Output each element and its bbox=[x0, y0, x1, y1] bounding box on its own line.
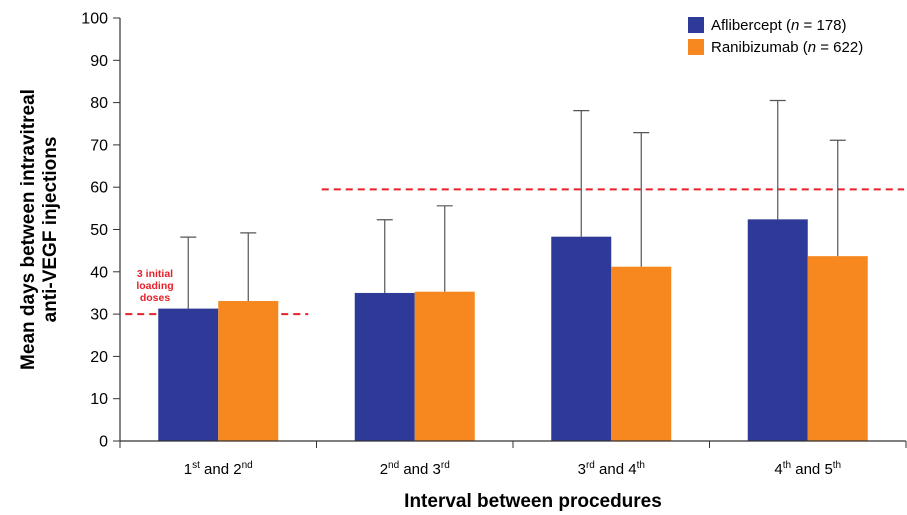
y-tick-label: 50 bbox=[90, 222, 108, 239]
category-labels: 1st and 2nd 2nd and 3rd 3rd and 4th 4th and… bbox=[184, 460, 841, 478]
y-axis-title-text: Mean days between intravitrealanti-VEGF … bbox=[18, 89, 61, 370]
y-tick-label: 70 bbox=[90, 137, 108, 154]
reference-lines bbox=[125, 188, 904, 316]
y-tick-label: 60 bbox=[90, 180, 108, 197]
y-tick-label: 90 bbox=[90, 53, 108, 70]
bar-ranibizumab bbox=[807, 256, 868, 441]
y-tick-label: 10 bbox=[90, 391, 108, 408]
bar-aflibercept bbox=[551, 236, 612, 441]
category-label: 4th and 5th bbox=[774, 460, 841, 478]
legend: Aflibercept (n = 178) Ranibizumab (n = 62… bbox=[688, 17, 863, 56]
legend-label-aflibercept: Aflibercept (n = 178) bbox=[711, 17, 847, 34]
y-tick-label: 100 bbox=[81, 11, 108, 28]
y-axis-ticks: 0 10 20 30 40 50 60 70 80 90 100 bbox=[81, 11, 120, 451]
annotation-text: 3 initial loading doses bbox=[136, 268, 173, 304]
y-tick-label: 0 bbox=[99, 434, 108, 451]
bar-ranibizumab bbox=[414, 291, 475, 441]
category-label: 2nd and 3rd bbox=[380, 460, 450, 478]
bar-ranibizumab bbox=[218, 300, 279, 441]
y-tick-label: 20 bbox=[90, 349, 108, 366]
category-label: 3rd and 4th bbox=[578, 460, 645, 478]
y-axis-title: Mean days between intravitrealanti-VEGF … bbox=[18, 89, 61, 370]
y-tick-label: 80 bbox=[90, 95, 108, 112]
y-tick-label: 30 bbox=[90, 307, 108, 324]
y-tick-label: 40 bbox=[90, 264, 108, 281]
category-label: 1st and 2nd bbox=[184, 460, 253, 478]
bars bbox=[158, 219, 868, 441]
loading-doses-annotation: 3 initial loading doses bbox=[136, 268, 173, 304]
bar-aflibercept bbox=[158, 308, 219, 441]
bar-aflibercept bbox=[354, 292, 415, 441]
bar-aflibercept bbox=[747, 219, 808, 441]
legend-swatch-aflibercept bbox=[688, 17, 704, 33]
bar-ranibizumab bbox=[611, 266, 672, 441]
legend-label-ranibizumab: Ranibizumab (n = 622) bbox=[711, 39, 863, 56]
x-axis-title: Interval between procedures bbox=[404, 491, 662, 512]
error-bars bbox=[180, 99, 846, 309]
legend-swatch-ranibizumab bbox=[688, 39, 704, 55]
axes bbox=[119, 18, 907, 448]
